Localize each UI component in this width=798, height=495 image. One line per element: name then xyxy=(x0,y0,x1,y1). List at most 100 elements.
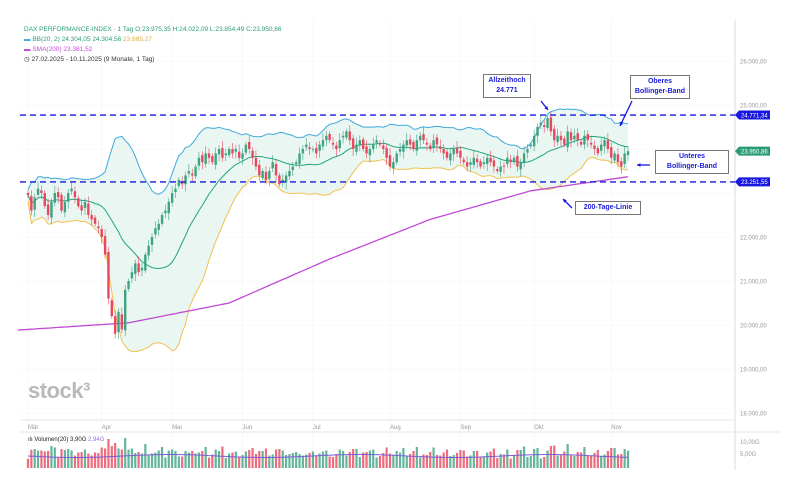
volume-bar xyxy=(429,452,432,468)
candle-body xyxy=(120,314,124,330)
volume-bar xyxy=(184,451,187,468)
annotation-sma200: 200-Tage-Linie xyxy=(575,201,641,215)
candle-body xyxy=(435,137,439,145)
volume-bar xyxy=(378,456,382,468)
volume-bar xyxy=(264,448,268,468)
candle-body xyxy=(184,175,187,185)
candle-body xyxy=(341,135,345,138)
volume-bar xyxy=(362,452,365,468)
volume-bar xyxy=(620,454,623,468)
bollinger-upper-line xyxy=(27,108,629,195)
candle-body xyxy=(248,141,251,149)
candle-body xyxy=(83,201,87,208)
legend-symbol: DAX PERFORMANCE-INDEX · 1 Tag O:23.975,3… xyxy=(24,26,282,33)
volume-bar xyxy=(388,453,392,468)
volume-bar xyxy=(93,452,97,468)
candle-body xyxy=(107,251,110,299)
candle-body xyxy=(626,151,630,156)
volume-bar xyxy=(321,451,325,468)
volume-bar xyxy=(415,447,418,468)
candle-body xyxy=(154,228,157,235)
candle-body xyxy=(593,145,596,149)
volume-bar xyxy=(462,450,465,468)
candle-body xyxy=(124,289,127,331)
candle-body xyxy=(586,134,589,141)
candle-body xyxy=(620,161,623,167)
candle-body xyxy=(576,133,579,141)
volume-bar xyxy=(77,452,80,468)
volume-bar xyxy=(526,457,529,468)
candle-body xyxy=(388,155,392,167)
candle-body xyxy=(227,149,231,156)
candle-body xyxy=(201,155,204,163)
volume-bar xyxy=(563,451,566,468)
volume-bar xyxy=(459,450,462,468)
candle-body xyxy=(157,223,160,230)
candle-body xyxy=(452,149,455,155)
volume-bar xyxy=(606,451,609,468)
candle-body xyxy=(117,311,120,333)
candle-body xyxy=(358,140,362,146)
candle-body xyxy=(174,188,177,193)
volume-bar xyxy=(345,455,348,468)
volume-bar xyxy=(214,449,217,468)
candle-body xyxy=(73,191,77,198)
volume-bar xyxy=(281,450,284,468)
volume-bar xyxy=(298,454,301,468)
volume-bar xyxy=(154,452,157,468)
candle-body xyxy=(559,135,563,141)
candle-body xyxy=(147,245,150,256)
candle-body xyxy=(167,201,170,214)
candle-body xyxy=(56,192,60,198)
volume-bar xyxy=(395,451,398,468)
candle-body xyxy=(291,166,295,171)
volume-bar xyxy=(452,455,455,468)
y-tick-label: 18.000,00 xyxy=(740,412,767,418)
volume-bar xyxy=(248,450,251,468)
candle-body xyxy=(90,215,93,220)
candle-body xyxy=(422,134,425,141)
candle-body xyxy=(315,148,318,154)
volume-bar xyxy=(311,451,315,468)
x-tick-label: Mär xyxy=(28,425,38,431)
volume-bar xyxy=(358,457,361,468)
volume-bar xyxy=(335,454,338,468)
candle-body xyxy=(191,173,194,176)
volume-bar xyxy=(469,455,472,468)
volume-bar xyxy=(482,457,485,468)
volume-bar xyxy=(238,456,241,468)
volume-bar xyxy=(43,451,46,468)
volume-bar xyxy=(318,453,321,468)
volume-bar xyxy=(496,458,499,468)
volume-bar xyxy=(254,454,258,468)
candle-body xyxy=(599,144,603,151)
volume-bar xyxy=(613,448,616,468)
volume-bar xyxy=(506,449,509,468)
volume-axis-label: 10,00G xyxy=(740,440,760,446)
volume-bar xyxy=(409,454,412,468)
volume-bar xyxy=(553,445,556,468)
candle-body xyxy=(425,142,429,145)
volume-bar xyxy=(53,447,56,468)
candle-body xyxy=(197,157,201,166)
volume-bar xyxy=(509,458,512,468)
candle-body xyxy=(331,142,335,145)
candle-body xyxy=(610,147,613,158)
y-tick-label: 26.000,00 xyxy=(740,60,767,66)
volume-bar xyxy=(271,454,274,468)
volume-bar xyxy=(305,454,308,468)
annotation-all-time-high: Allzeithoch 24.771 xyxy=(483,74,531,98)
volume-bar xyxy=(291,453,294,468)
bollinger-middle-line xyxy=(27,136,629,270)
candle-body xyxy=(150,237,154,245)
candle-body xyxy=(237,151,241,158)
y-tick-label: 25.000,00 xyxy=(740,104,767,110)
candle-body xyxy=(549,117,553,132)
volume-bar xyxy=(502,454,506,468)
volume-bar xyxy=(70,450,73,468)
candle-body xyxy=(583,135,586,145)
volume-bar xyxy=(586,455,589,468)
x-tick-label: Apr xyxy=(102,425,111,431)
y-tick-label: 21.000,00 xyxy=(740,280,767,286)
